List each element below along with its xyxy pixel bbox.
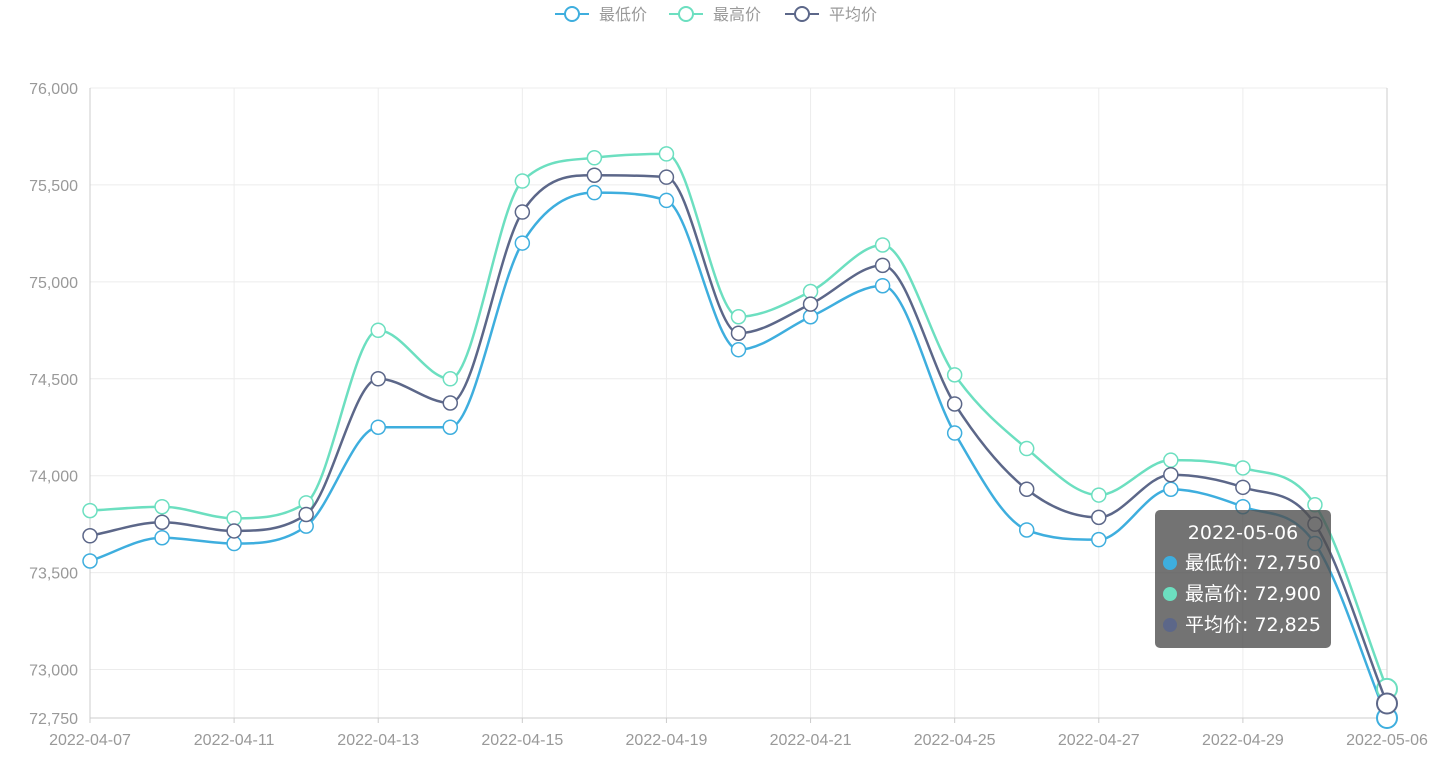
point-avg[interactable] [442,395,459,411]
y-tick-label: 72,750 [29,711,78,728]
tooltip-max-value: 最高价: 72,900 [1185,583,1321,605]
point-min[interactable] [658,192,675,209]
tooltip-avg-dot [1163,618,1177,632]
x-tick-label: 2022-04-07 [49,732,131,749]
series-lines[interactable] [82,146,1398,729]
y-tick-label: 73,000 [29,663,78,680]
point-avg[interactable] [298,506,314,523]
point-avg[interactable] [586,167,603,183]
y-tick-label: 74,500 [29,372,78,389]
point-min[interactable] [730,341,747,358]
legend[interactable]: 最低价 最高价 平均价 [555,5,877,24]
tooltip-row-avg: 平均价: 72,825 [1163,610,1323,641]
point-max[interactable] [154,498,170,515]
point-avg[interactable] [658,169,675,185]
point-avg[interactable] [1091,509,1107,526]
y-tick-label: 73,500 [29,566,78,583]
tooltip-max-dot [1163,587,1177,601]
point-min[interactable] [874,277,891,294]
point-max[interactable] [370,322,386,339]
legend-label-min: 最低价 [599,5,647,24]
point-avg[interactable] [946,396,963,412]
x-tick-label: 2022-05-06 [1346,732,1428,749]
tooltip-row-min: 最低价: 72,750 [1163,548,1323,579]
legend-label-avg: 平均价 [829,5,877,24]
legend-marker-avg [794,6,810,22]
point-avg[interactable] [874,257,891,274]
point-max[interactable] [730,308,747,325]
point-avg[interactable] [802,296,819,312]
x-tick-label: 2022-04-29 [1202,732,1284,749]
point-max[interactable] [874,237,891,253]
point-avg[interactable] [226,523,242,539]
x-tick-label: 2022-04-27 [1058,732,1140,749]
point-avg[interactable] [1163,466,1179,483]
x-tick-label: 2022-04-15 [481,732,563,749]
legend-marker-min [564,6,580,22]
tooltip-title: 2022-05-06 [1187,522,1299,544]
legend-label-max: 最高价 [713,5,761,24]
x-tick-label: 2022-04-19 [626,732,708,749]
tooltip-row-max: 最高价: 72,900 [1163,579,1323,610]
tooltip: 2022-05-06 最低价: 72,750 最高价: 72,900 平均价: … [1155,510,1331,648]
legend-item-min[interactable]: 最低价 [555,5,647,24]
point-min[interactable] [1091,531,1107,548]
legend-marker-max [678,6,694,22]
point-avg[interactable] [370,371,386,387]
point-max[interactable] [514,173,531,189]
x-tick-label: 2022-04-21 [770,732,852,749]
point-min[interactable] [82,553,98,569]
point-max[interactable] [1018,440,1035,457]
x-tick-label: 2022-04-11 [194,732,275,749]
legend-item-avg[interactable]: 平均价 [785,5,877,24]
point-min[interactable] [946,425,963,441]
point-max[interactable] [1235,460,1251,476]
point-avg[interactable] [1235,479,1251,496]
point-avg[interactable] [514,204,531,220]
point-min[interactable] [1163,481,1179,498]
point-min[interactable] [514,235,531,251]
point-avg[interactable] [1376,692,1398,715]
legend-item-max[interactable]: 最高价 [669,5,761,24]
x-tick-label: 2022-04-25 [914,732,996,749]
point-max[interactable] [586,150,603,166]
y-tick-label: 74,000 [29,469,78,486]
x-tick-label: 2022-04-13 [337,732,419,749]
tooltip-min-value: 最低价: 72,750 [1185,552,1321,574]
point-max[interactable] [1091,487,1107,503]
point-min[interactable] [442,419,459,435]
y-tick-label: 75,000 [29,275,78,292]
point-avg[interactable] [730,325,747,341]
point-max[interactable] [946,367,963,383]
point-avg[interactable] [1018,481,1035,498]
point-max[interactable] [658,146,675,162]
point-min[interactable] [586,184,603,201]
point-max[interactable] [442,371,459,387]
axes: 72,750 73,000 73,500 74,000 74,500 75,000 75,5… [29,81,1428,749]
tooltip-min-dot [1163,556,1177,570]
point-min[interactable] [370,419,386,435]
point-avg[interactable] [82,528,98,544]
y-tick-label: 76,000 [29,81,78,98]
y-tick-label: 75,500 [29,178,78,195]
point-max[interactable] [82,502,98,519]
point-min[interactable] [1018,522,1035,538]
point-avg[interactable] [154,514,170,530]
tooltip-avg-value: 平均价: 72,825 [1185,614,1321,636]
point-max[interactable] [1163,452,1179,468]
point-min[interactable] [154,529,170,546]
